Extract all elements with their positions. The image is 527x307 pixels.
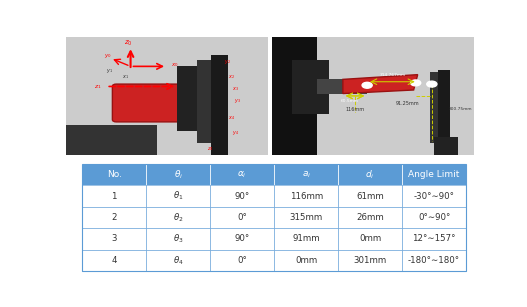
FancyBboxPatch shape: [338, 228, 402, 250]
Bar: [430, 72, 450, 143]
FancyBboxPatch shape: [82, 228, 146, 250]
Text: 90°: 90°: [235, 192, 250, 201]
Bar: [211, 55, 228, 155]
Text: $x_2$: $x_2$: [228, 73, 235, 81]
Bar: [434, 137, 458, 155]
FancyBboxPatch shape: [146, 164, 210, 185]
FancyBboxPatch shape: [210, 207, 274, 228]
FancyBboxPatch shape: [210, 185, 274, 207]
FancyBboxPatch shape: [82, 250, 146, 271]
FancyBboxPatch shape: [274, 164, 338, 185]
FancyBboxPatch shape: [338, 164, 402, 185]
Text: $\theta_1$: $\theta_1$: [173, 190, 183, 202]
Text: $\alpha_i$: $\alpha_i$: [237, 169, 247, 180]
Text: $x_4$: $x_4$: [228, 115, 235, 122]
FancyBboxPatch shape: [402, 185, 466, 207]
FancyBboxPatch shape: [338, 185, 402, 207]
FancyBboxPatch shape: [338, 207, 402, 228]
Text: 315mm: 315mm: [289, 213, 323, 222]
Text: 2: 2: [111, 213, 117, 222]
Text: 91.25mm: 91.25mm: [396, 101, 419, 106]
Text: $y_3$: $y_3$: [233, 97, 241, 105]
Text: $y_1$: $y_1$: [106, 67, 113, 75]
FancyBboxPatch shape: [210, 164, 274, 185]
Bar: [272, 37, 317, 155]
FancyBboxPatch shape: [112, 84, 211, 122]
Text: 12°∼157°: 12°∼157°: [413, 235, 456, 243]
Bar: [197, 60, 221, 143]
Text: $x_3$: $x_3$: [232, 85, 239, 93]
Text: $x_0$: $x_0$: [171, 61, 179, 69]
Circle shape: [427, 81, 437, 87]
Text: 314.767mm: 314.767mm: [379, 73, 405, 77]
Text: $y_2$: $y_2$: [223, 58, 230, 66]
FancyBboxPatch shape: [402, 164, 466, 185]
Text: $z_1$: $z_1$: [94, 83, 102, 91]
Text: 116mm: 116mm: [345, 107, 365, 112]
Text: $a_i$: $a_i$: [301, 169, 311, 180]
Text: $z_0$: $z_0$: [124, 39, 133, 48]
Text: 0°: 0°: [237, 256, 247, 265]
Text: 0°: 0°: [237, 213, 247, 222]
FancyBboxPatch shape: [402, 250, 466, 271]
Bar: [177, 66, 208, 131]
Text: $z_4$: $z_4$: [208, 145, 214, 153]
FancyBboxPatch shape: [402, 207, 466, 228]
FancyBboxPatch shape: [82, 185, 146, 207]
Bar: [317, 80, 367, 94]
Text: 300.75mm: 300.75mm: [448, 107, 472, 111]
FancyBboxPatch shape: [274, 228, 338, 250]
FancyBboxPatch shape: [402, 228, 466, 250]
Text: 4: 4: [111, 256, 117, 265]
Text: 90°: 90°: [235, 235, 250, 243]
Text: $\theta_i$: $\theta_i$: [173, 169, 183, 181]
Text: -30°∼90°: -30°∼90°: [414, 192, 455, 201]
Text: 3: 3: [111, 235, 117, 243]
Text: 1: 1: [111, 192, 117, 201]
Text: $y_4$: $y_4$: [232, 129, 239, 137]
FancyBboxPatch shape: [274, 185, 338, 207]
Text: $y_0$: $y_0$: [104, 52, 112, 60]
Text: 60.5mm: 60.5mm: [341, 99, 359, 103]
FancyBboxPatch shape: [146, 228, 210, 250]
FancyBboxPatch shape: [274, 250, 338, 271]
Text: 116mm: 116mm: [289, 192, 323, 201]
Circle shape: [411, 80, 421, 86]
Text: $\theta_2$: $\theta_2$: [173, 211, 183, 224]
FancyBboxPatch shape: [146, 207, 210, 228]
Text: $\theta_3$: $\theta_3$: [173, 233, 183, 245]
Bar: [438, 70, 450, 155]
Text: 91mm: 91mm: [292, 235, 320, 243]
Bar: [292, 60, 329, 114]
FancyBboxPatch shape: [210, 228, 274, 250]
Text: $d_i$: $d_i$: [365, 169, 375, 181]
FancyBboxPatch shape: [146, 185, 210, 207]
FancyBboxPatch shape: [146, 250, 210, 271]
Text: 26mm: 26mm: [356, 213, 384, 222]
FancyBboxPatch shape: [274, 207, 338, 228]
FancyBboxPatch shape: [210, 250, 274, 271]
Bar: [66, 126, 157, 155]
Text: 0mm: 0mm: [359, 235, 381, 243]
Text: $\theta_4$: $\theta_4$: [173, 254, 183, 266]
Text: $x_1$: $x_1$: [122, 73, 129, 81]
Text: 61mm: 61mm: [356, 192, 384, 201]
Text: Angle Limit: Angle Limit: [408, 170, 460, 179]
Circle shape: [362, 82, 372, 88]
Text: -180°∼180°: -180°∼180°: [408, 256, 460, 265]
Text: 301mm: 301mm: [354, 256, 387, 265]
Text: 0mm: 0mm: [295, 256, 317, 265]
Text: No.: No.: [106, 170, 122, 179]
FancyBboxPatch shape: [338, 250, 402, 271]
FancyBboxPatch shape: [82, 207, 146, 228]
Text: 0°∼90°: 0°∼90°: [418, 213, 451, 222]
Polygon shape: [343, 75, 418, 94]
FancyBboxPatch shape: [82, 164, 146, 185]
